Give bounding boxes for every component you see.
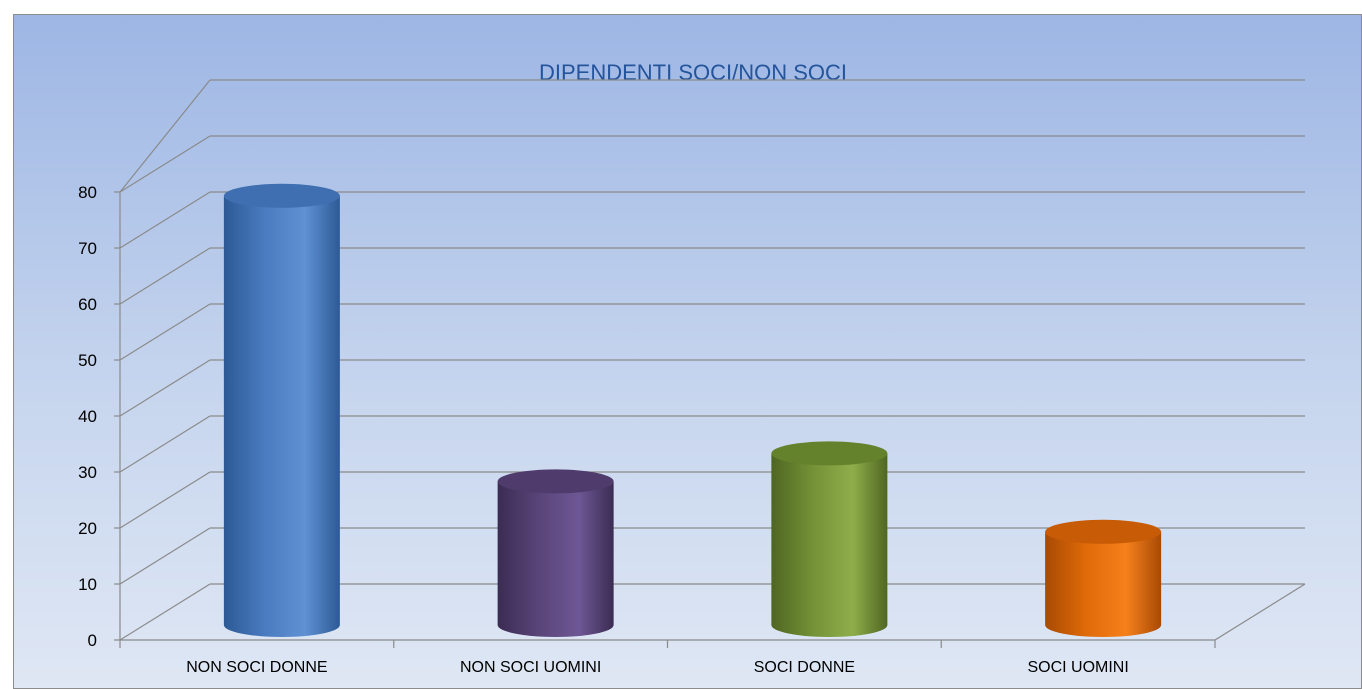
x-tick-label: NON SOCI DONNE xyxy=(186,659,327,676)
bar xyxy=(1045,519,1162,637)
bars xyxy=(223,183,1162,638)
y-tick-label: 50 xyxy=(78,351,97,370)
side-gridline xyxy=(119,415,211,473)
x-axis-labels: NON SOCI DONNE NON SOCI UOMINI SOCI DONNE S… xyxy=(119,640,1216,676)
x-tick-label: SOCI DONNE xyxy=(754,659,855,676)
bar-body xyxy=(1045,531,1162,637)
floor-edge xyxy=(1214,583,1306,641)
side-gridline xyxy=(119,135,211,193)
bar-body xyxy=(223,195,340,638)
y-tick-label: 10 xyxy=(78,575,97,594)
y-tick-label: 0 xyxy=(88,631,97,650)
bar xyxy=(223,183,340,638)
y-tick-label: 80 xyxy=(78,183,97,202)
bar-top xyxy=(497,469,614,494)
y-tick-label: 20 xyxy=(78,519,97,538)
chart-title: DIPENDENTI SOCI/NON SOCI xyxy=(539,60,847,85)
y-tick-label: 40 xyxy=(78,407,97,426)
side-gridline xyxy=(119,303,211,361)
bar-body xyxy=(771,453,888,637)
y-axis-ticks: 0 10 20 30 40 50 60 70 80 xyxy=(78,183,120,650)
bar xyxy=(497,469,614,637)
x-tick-label: SOCI UOMINI xyxy=(1027,659,1128,676)
side-gridline xyxy=(119,527,211,585)
x-tick-label: NON SOCI UOMINI xyxy=(460,659,601,676)
bar-top xyxy=(223,183,340,208)
side-gridline xyxy=(119,359,211,417)
y-tick-label: 60 xyxy=(78,295,97,314)
y-tick-label: 30 xyxy=(78,463,97,482)
bar-top xyxy=(1045,519,1162,544)
side-gridline xyxy=(119,583,211,641)
side-gridline xyxy=(119,191,211,249)
bar-top xyxy=(771,441,888,466)
side-gridline xyxy=(119,471,211,529)
y-tick-label: 70 xyxy=(78,239,97,258)
side-gridline xyxy=(119,247,211,305)
bar-body xyxy=(497,481,614,637)
bar xyxy=(771,441,888,637)
side-gridline xyxy=(119,79,211,193)
